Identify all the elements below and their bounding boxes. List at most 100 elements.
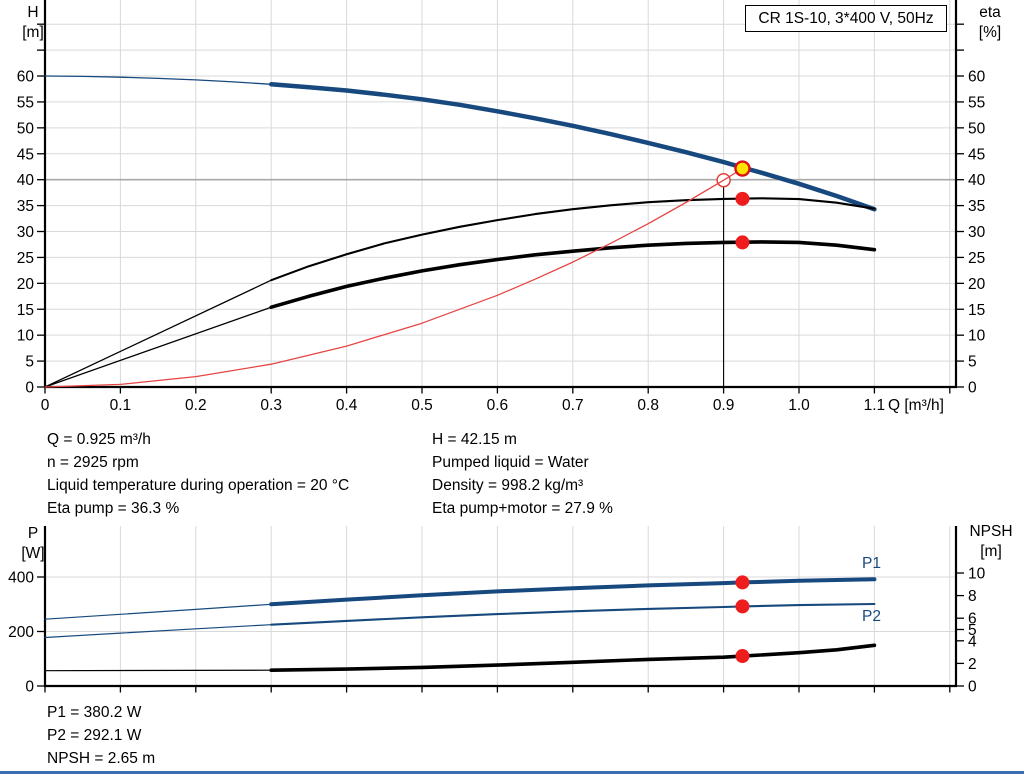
eta-pump-motor-curve <box>269 240 877 310</box>
info-line-eta-pump-motor: Eta pump+motor = 27.9 % <box>432 500 613 517</box>
eta-pump-curve <box>270 197 876 282</box>
operating-data-right: H = 42.15 m Pumped liquid = Water Densit… <box>432 428 613 520</box>
npsh-axis-unit: NPSH [m] <box>961 522 1021 562</box>
x-tick-label: 0 <box>41 397 50 414</box>
y-left-tick-label: 10 <box>17 328 35 345</box>
y-left-tick-label: 400 <box>8 570 34 587</box>
y-right-tick-label: 0 <box>968 380 977 397</box>
x-tick-label: 1.1 <box>864 397 886 414</box>
y-right-tick-label: 25 <box>968 250 985 267</box>
p-axis-unit-text: [W] <box>21 545 45 562</box>
y-left-tick-label: 60 <box>17 69 35 86</box>
p2-operating-point <box>735 599 750 614</box>
qh-eta-chart-axes: 0 5 10 15 20 25 30 35 40 45 50 55 60 0 5 10 15 20 25 30 35 40… <box>17 0 986 414</box>
x-tick-label: 0.1 <box>110 397 132 414</box>
y-left-tick-label: 50 <box>17 120 35 137</box>
y-left-tick-label: 45 <box>17 146 34 163</box>
y-right-tick-label: 10 <box>968 328 986 345</box>
y-left-tick-label: 55 <box>17 94 34 111</box>
eta-axis-unit: eta [%] <box>963 3 1017 43</box>
info-line-p2: P2 = 292.1 W <box>47 727 142 744</box>
p-axis-symbol: P <box>27 525 39 542</box>
x-tick-label: 0.7 <box>562 397 584 414</box>
p1-curve <box>44 603 272 620</box>
qh-eta-chart-gridlines <box>45 0 956 387</box>
eta-pump-motor-operating-point <box>735 235 750 250</box>
duty-point-marker <box>734 160 751 177</box>
p-axis-unit: P [W] <box>10 524 56 564</box>
power-npsh-chart: 0 200 400 0 2 456 8 10 P1 P 2 <box>8 526 986 696</box>
p1-operating-point <box>735 575 750 590</box>
y-left-tick-label: 25 <box>17 250 34 267</box>
y-right-tick-label: 5 <box>968 622 977 639</box>
p1-curve-label: P1 <box>862 555 881 572</box>
y-right-tick-label: 0 <box>968 679 977 696</box>
x-tick-label: 0.4 <box>336 397 358 414</box>
footer-separator-line <box>0 771 1024 774</box>
p2-curve <box>270 602 876 626</box>
y-right-tick-label: 8 <box>968 588 977 605</box>
pump-model-title: CR 1S-10, 3*400 V, 50Hz <box>745 5 947 32</box>
y-right-tick-label: 4 <box>968 633 977 650</box>
y-right-tick-label: 60 <box>968 69 986 86</box>
y-right-tick-label: 55 <box>968 94 985 111</box>
npsh-axis-unit-text: [m] <box>980 543 1002 560</box>
y-left-tick-label: 5 <box>25 354 34 371</box>
y-right-tick-label: 6 <box>968 611 977 628</box>
p1-curve <box>269 577 877 607</box>
power-npsh-chart-axes: 0 200 400 0 2 456 8 10 <box>8 526 986 696</box>
x-tick-label: 0.9 <box>713 397 735 414</box>
npsh-axis-symbol: NPSH <box>969 523 1013 540</box>
eta-pump-curve <box>44 279 272 388</box>
npsh-curve <box>269 643 877 672</box>
npsh-operating-point <box>735 649 750 664</box>
x-tick-label: 1.0 <box>788 397 810 414</box>
y-right-tick-label: 10 <box>968 566 986 583</box>
eta-pump-motor-curve <box>44 306 272 388</box>
x-tick-label: 0.6 <box>487 397 509 414</box>
pump-curve-qh <box>44 75 272 85</box>
eta-pump-operating-point <box>735 191 750 206</box>
y-right-tick-label: 30 <box>968 224 986 241</box>
info-line-density: Density = 998.2 kg/m³ <box>432 477 584 494</box>
info-line-eta-pump: Eta pump = 36.3 % <box>47 500 180 517</box>
h-axis-unit: H [m] <box>10 3 56 43</box>
y-right-tick-label: 2 <box>968 656 977 673</box>
y-left-tick-label: 200 <box>8 624 34 641</box>
x-tick-label: 0.3 <box>260 397 282 414</box>
y-left-tick-label: 30 <box>17 224 35 241</box>
y-left-tick-label: 0 <box>25 380 34 397</box>
result-data: P1 = 380.2 W P2 = 292.1 W NPSH = 2.65 m <box>47 701 155 770</box>
y-right-tick-label: 15 <box>968 302 985 319</box>
eta-axis-unit-text: [%] <box>978 24 1002 41</box>
y-left-tick-label: 35 <box>17 198 34 215</box>
y-right-tick-label: 5 <box>968 354 977 371</box>
info-line-liquid: Pumped liquid = Water <box>432 454 589 471</box>
y-left-tick-label: 15 <box>17 302 34 319</box>
qh-eta-chart: 0 5 10 15 20 25 30 35 40 45 50 55 60 0 5 10 15 20 25 30 35 40… <box>17 0 986 414</box>
y-right-tick-label: 20 <box>968 276 986 293</box>
eta-axis-symbol: eta <box>979 4 1001 21</box>
pump-curve-qh <box>268 82 877 212</box>
y-right-tick-label: 50 <box>968 120 986 137</box>
y-left-tick-label: 0 <box>25 679 34 696</box>
x-tick-label: 0.5 <box>411 397 433 414</box>
x-axis-unit: Q [m³/h] <box>888 397 944 414</box>
operating-data-left: Q = 0.925 m³/h n = 2925 rpm Liquid tempe… <box>47 428 349 520</box>
y-right-tick-label: 40 <box>968 172 986 189</box>
info-line-q: Q = 0.925 m³/h <box>47 431 151 448</box>
npsh-curve <box>44 669 272 672</box>
info-line-npsh: NPSH = 2.65 m <box>47 750 156 767</box>
y-right-tick-label: 45 <box>968 146 985 163</box>
system-curve <box>44 167 744 388</box>
info-line-p1: P1 = 380.2 W <box>47 704 142 721</box>
x-tick-label: 0.8 <box>637 397 659 414</box>
p2-curve <box>44 624 272 639</box>
h-axis-symbol: H <box>27 4 39 21</box>
x-tick-label: 0.2 <box>185 397 207 414</box>
info-line-temperature: Liquid temperature during operation = 20… <box>47 477 350 494</box>
power-npsh-chart-gridlines <box>45 526 956 686</box>
y-left-tick-label: 20 <box>17 276 35 293</box>
info-line-h: H = 42.15 m <box>432 431 517 448</box>
